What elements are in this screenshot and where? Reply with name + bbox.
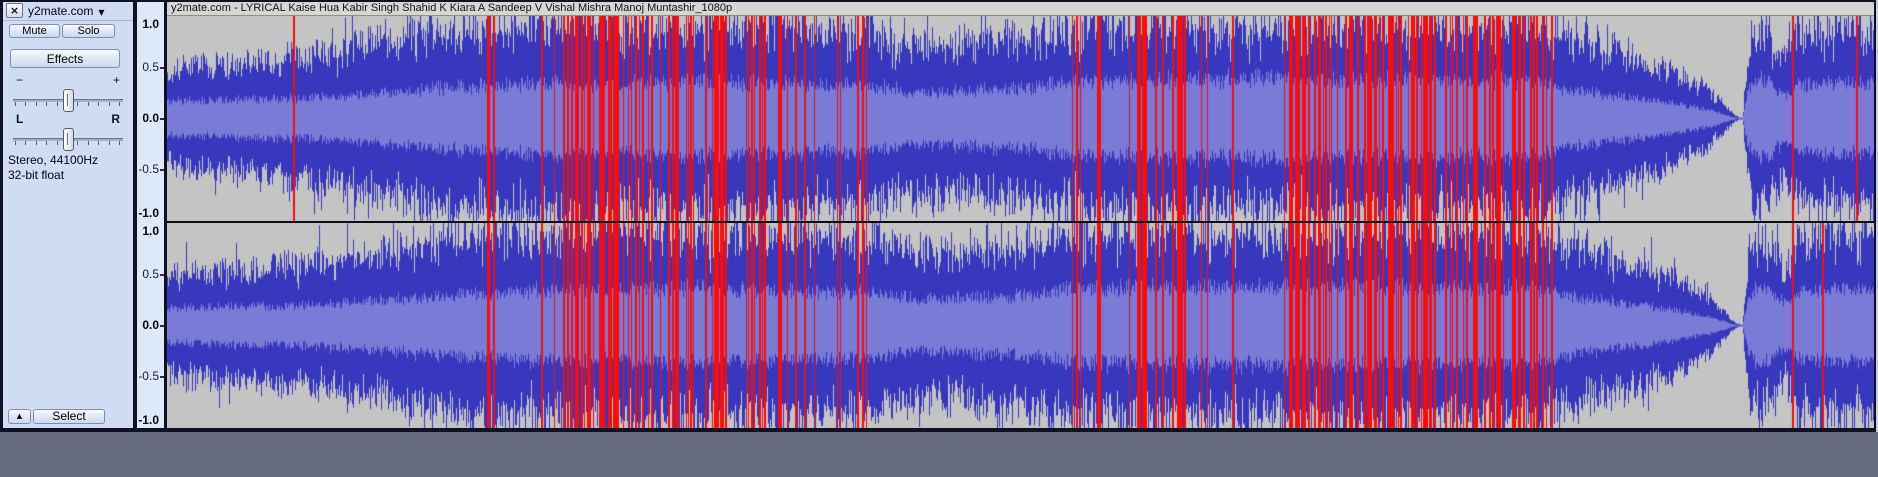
slider-tick (15, 141, 16, 145)
slider-tick (56, 141, 58, 145)
sample-rate-label: Stereo, 44100Hz (8, 153, 99, 167)
track-control-panel: × y2mate.com ▼ Mute Solo Effects − + L R (3, 2, 133, 428)
track-format-info: Stereo, 44100Hz 32-bit float (8, 153, 98, 183)
clip-title-bar[interactable]: y2mate.com - LYRICAL Kaise Hua Kabir Sin… (167, 2, 1874, 16)
ruler-label: 0.0 (142, 318, 159, 332)
slider-tick (87, 141, 89, 145)
ruler-label: -0.5 (138, 369, 159, 383)
track-name-label: y2mate.com (28, 4, 94, 18)
slider-tick (46, 141, 48, 145)
ruler-label: 0.0 (142, 111, 159, 125)
gain-slider-thumb[interactable] (63, 89, 74, 112)
slider-tick (77, 102, 79, 106)
pan-slider-thumb[interactable] (63, 128, 74, 151)
ruler-label: -0.5 (138, 162, 159, 176)
window-edge (1876, 0, 1878, 432)
clip-title-text: y2mate.com - LYRICAL Kaise Hua Kabir Sin… (171, 2, 733, 14)
slider-tick (35, 102, 37, 106)
gain-plus-label: + (112, 73, 120, 87)
ruler-tick (160, 273, 164, 276)
collapse-icon: ▲ (16, 412, 23, 420)
slider-tick (87, 102, 89, 106)
ruler-tick (160, 66, 164, 69)
slider-tick (119, 102, 120, 106)
slider-tick (25, 102, 27, 106)
pan-left-label: L (16, 112, 24, 126)
ruler-tick (160, 168, 164, 171)
waveform-channel-right[interactable] (167, 223, 1874, 428)
collapse-track-button[interactable]: ▲ (8, 409, 31, 424)
ruler-tick (160, 117, 164, 120)
slider-tick (25, 141, 27, 145)
close-icon: × (9, 4, 20, 17)
pan-right-label: R (111, 112, 120, 126)
chevron-down-icon: ▼ (98, 8, 105, 17)
ruler-label: -1.0 (138, 205, 159, 220)
audio-track: × y2mate.com ▼ Mute Solo Effects − + L R (0, 0, 1878, 432)
ruler-label: 1.0 (142, 16, 159, 31)
slider-tick (108, 141, 110, 145)
close-track-button[interactable]: × (6, 3, 23, 18)
waveform-channel-left[interactable] (167, 16, 1874, 221)
slider-tick (35, 141, 37, 145)
gain-minus-label: − (16, 73, 24, 87)
sample-format-label: 32-bit float (8, 168, 65, 182)
ruler-tick (160, 324, 164, 327)
ruler-tick (160, 375, 164, 378)
slider-tick (98, 141, 100, 145)
slider-tick (119, 141, 120, 145)
mute-button[interactable]: Mute (9, 24, 60, 38)
ruler-label: -1.0 (138, 412, 159, 427)
effects-button[interactable]: Effects (10, 49, 120, 68)
slider-tick (77, 141, 79, 145)
panel-bottom-row: ▲ Select (3, 409, 133, 425)
track-panel-title-row: × y2mate.com ▼ (3, 2, 133, 21)
ruler-label: 0.5 (142, 60, 159, 74)
clip-area: y2mate.com - LYRICAL Kaise Hua Kabir Sin… (167, 2, 1874, 428)
slider-tick (108, 102, 110, 106)
track-name-menu[interactable]: y2mate.com ▼ (28, 3, 131, 19)
ruler-label: 0.5 (142, 267, 159, 281)
slider-tick (46, 102, 48, 106)
slider-tick (98, 102, 100, 106)
channel-divider (167, 221, 1874, 223)
solo-button[interactable]: Solo (62, 24, 115, 38)
select-track-button[interactable]: Select (33, 409, 105, 424)
vertical-scale-ruler[interactable]: 1.0 0.5 0.0 -0.5 -1.0 1.0 0.5 0.0 -0.5 -1.0 (137, 2, 164, 428)
slider-tick (56, 102, 58, 106)
slider-tick (15, 102, 16, 106)
gain-slider[interactable]: − + (11, 74, 125, 112)
pan-slider[interactable]: L R (11, 113, 125, 151)
ruler-label: 1.0 (142, 223, 159, 238)
